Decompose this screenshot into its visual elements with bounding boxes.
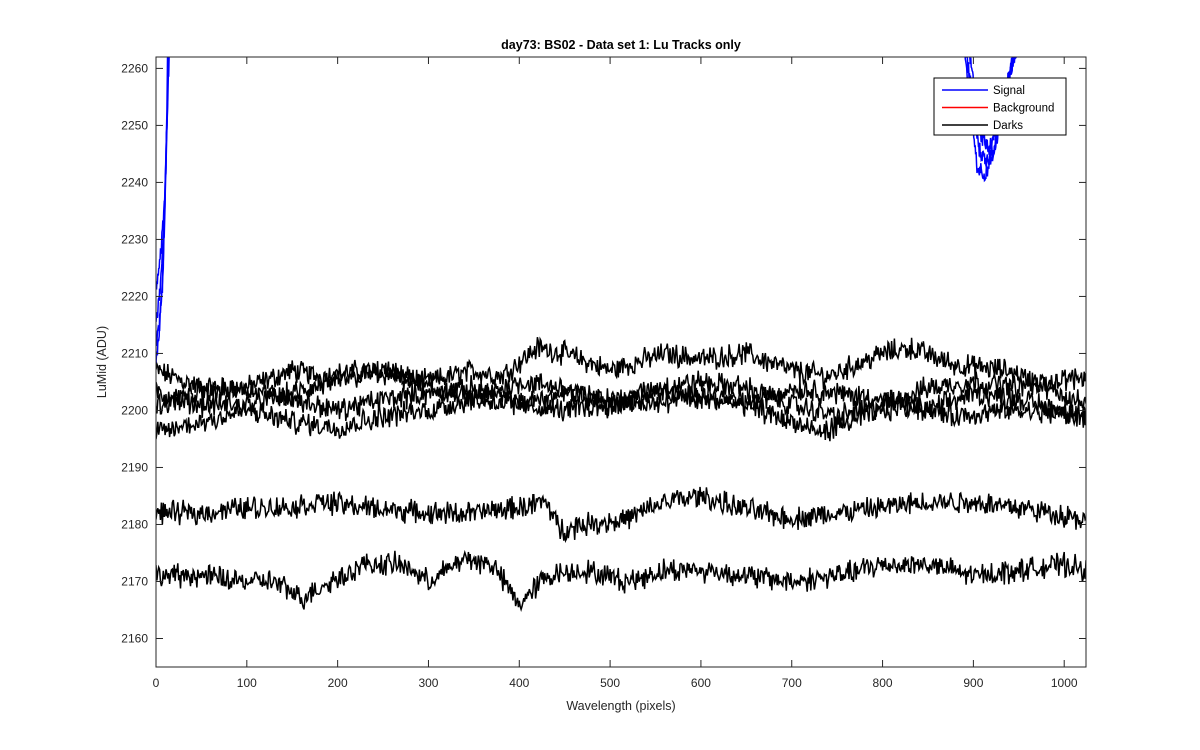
- legend: Signal Background Darks: [933, 77, 1067, 136]
- dark-series-line: [156, 381, 1086, 442]
- chart-title: day73: BS02 - Data set 1: Lu Tracks only: [501, 38, 741, 52]
- y-tick-label: 2160: [121, 631, 148, 645]
- plot-frame: [155, 56, 1087, 668]
- x-tick-label: 1000: [1051, 676, 1078, 690]
- x-tick-label: 700: [782, 676, 802, 690]
- dark-series-line: [156, 549, 1086, 612]
- y-tick-label: 2170: [121, 574, 148, 588]
- dark-series-line: [156, 336, 1086, 410]
- y-axis-label: LuMid (ADU): [95, 326, 109, 398]
- dark-series-line: [156, 361, 1086, 429]
- y-tick-label: 2210: [121, 346, 148, 360]
- dark-series-line: [156, 486, 1086, 544]
- x-tick-label: 100: [237, 676, 257, 690]
- tick-layer: 0 100 200 300 400 500 600 700 800 900 1000 2160 2170…: [121, 57, 1086, 690]
- dark-series-line: [156, 375, 1086, 425]
- y-tick-label: 2220: [121, 289, 148, 303]
- x-tick-label: 900: [963, 676, 983, 690]
- legend-label: Darks: [993, 120, 1023, 132]
- x-tick-label: 800: [873, 676, 893, 690]
- x-tick-label: 500: [600, 676, 620, 690]
- y-tick-label: 2260: [121, 61, 148, 75]
- x-tick-label: 200: [328, 676, 348, 690]
- y-tick-label: 2230: [121, 232, 148, 246]
- x-tick-label: 400: [509, 676, 529, 690]
- y-tick-label: 2200: [121, 403, 148, 417]
- legend-label: Background: [993, 103, 1054, 115]
- x-axis-label: Wavelength (pixels): [566, 699, 675, 713]
- y-tick-label: 2240: [121, 175, 148, 189]
- x-tick-label: 0: [153, 676, 160, 690]
- x-tick-label: 300: [418, 676, 438, 690]
- legend-label: Signal: [993, 85, 1025, 97]
- y-tick-label: 2190: [121, 460, 148, 474]
- signal-series-line: [156, 57, 170, 290]
- y-tick-label: 2250: [121, 118, 148, 132]
- y-tick-label: 2180: [121, 517, 148, 531]
- x-tick-label: 600: [691, 676, 711, 690]
